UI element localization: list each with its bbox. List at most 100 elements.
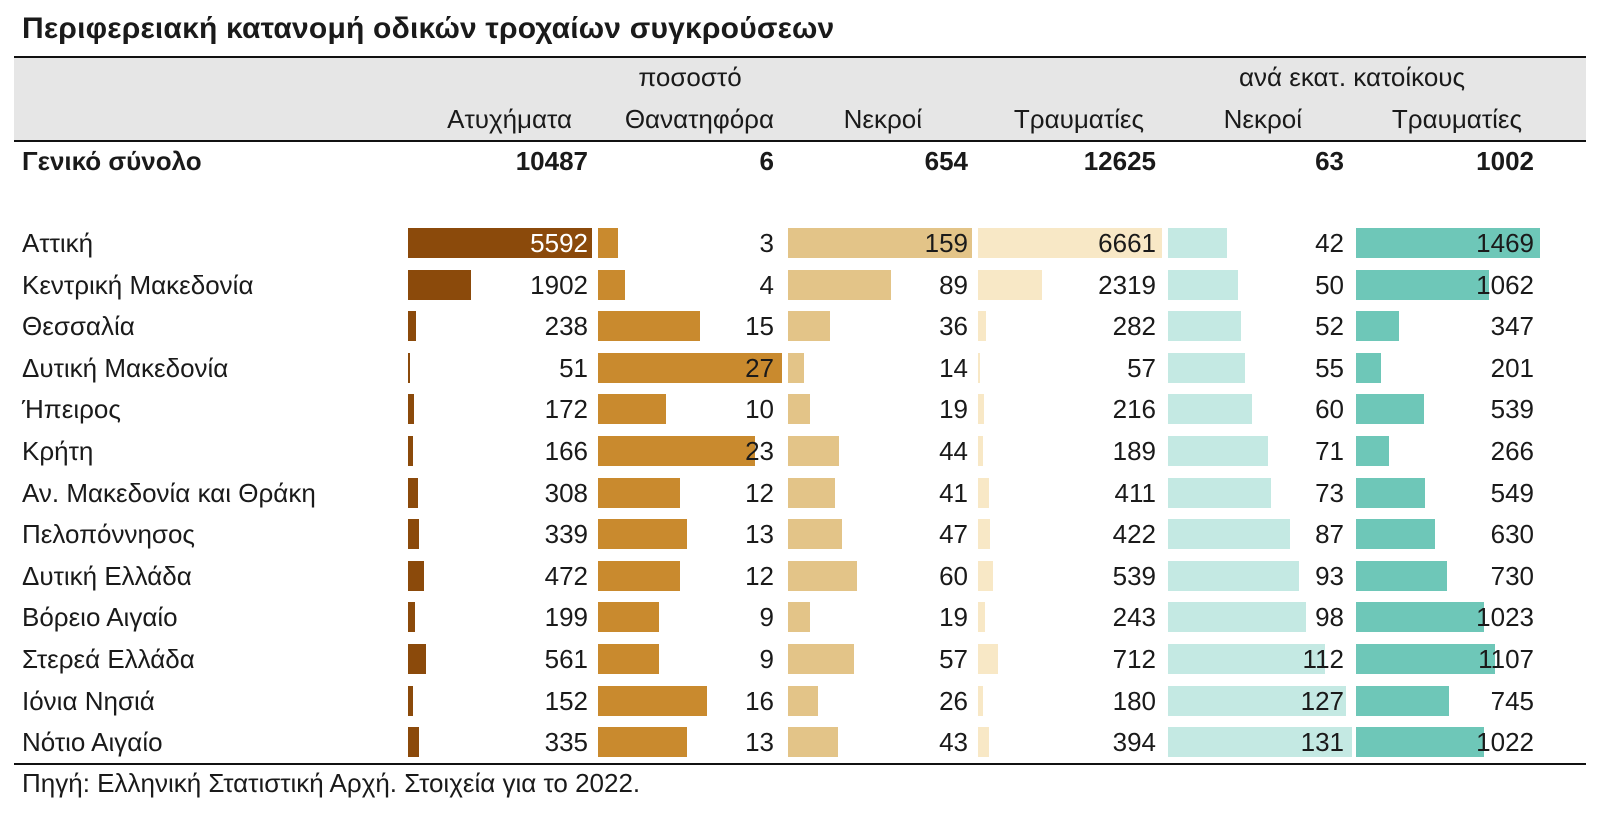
value-label-fatal-pct: 23 bbox=[745, 436, 774, 466]
value-label-deaths: 89 bbox=[939, 269, 968, 300]
value-label-deaths-pm: 60 bbox=[1315, 394, 1344, 425]
value-label-deaths: 26 bbox=[939, 685, 968, 716]
bar-deaths-pm bbox=[1168, 269, 1239, 300]
bar-injured-pm bbox=[1356, 519, 1435, 550]
value-label-injured-pm: 1469 bbox=[1476, 228, 1534, 258]
source-note: Πηγή: Ελληνική Στατιστική Αρχή. Στοιχεία… bbox=[22, 768, 641, 798]
value-label-deaths: 159 bbox=[924, 228, 968, 258]
value-label-deaths-pm: 87 bbox=[1315, 519, 1344, 550]
bar-deaths-pm bbox=[1168, 436, 1268, 466]
bar-injured-pm bbox=[1356, 477, 1425, 508]
bar-deaths bbox=[788, 269, 891, 300]
bar-accidents bbox=[408, 519, 420, 550]
value-label-injured-pm: 1062 bbox=[1476, 269, 1534, 300]
bar-fatal-pct bbox=[598, 269, 626, 300]
total-label: Γενικό σύνολο bbox=[22, 146, 202, 176]
bar-fatal-pct bbox=[598, 436, 755, 466]
value-label-deaths-pm: 71 bbox=[1315, 436, 1344, 466]
value-label-injured: 539 bbox=[1112, 560, 1156, 591]
column-header-injured: Τραυματίες bbox=[1013, 104, 1144, 134]
bar-injured-pm bbox=[1356, 560, 1448, 591]
value-label-injured-pm: 266 bbox=[1490, 436, 1534, 466]
bar-deaths-pm bbox=[1168, 311, 1242, 342]
value-label-accidents: 51 bbox=[559, 352, 588, 383]
bar-injured-pm bbox=[1356, 727, 1484, 758]
bar-injured bbox=[978, 228, 1162, 258]
value-label-injured-pm: 539 bbox=[1490, 394, 1534, 425]
bar-fatal-pct bbox=[598, 311, 701, 342]
value-label-injured: 57 bbox=[1127, 352, 1156, 383]
value-label-deaths: 60 bbox=[939, 560, 968, 591]
bar-deaths bbox=[788, 477, 836, 508]
value-label-fatal-pct: 13 bbox=[745, 519, 774, 550]
bar-fatal-pct bbox=[598, 602, 660, 633]
value-label-fatal-pct: 9 bbox=[759, 602, 774, 633]
value-label-injured: 243 bbox=[1112, 602, 1156, 633]
bar-accidents bbox=[408, 685, 413, 716]
value-label-fatal-pct: 3 bbox=[759, 228, 774, 258]
bar-deaths-pm bbox=[1168, 519, 1291, 550]
bar-deaths-pm bbox=[1168, 644, 1326, 674]
bar-accidents bbox=[408, 560, 424, 591]
value-label-deaths: 19 bbox=[939, 394, 968, 425]
chart-title: Περιφερειακή κατανομή οδικών τροχαίων συ… bbox=[22, 12, 835, 45]
value-label-deaths: 47 bbox=[939, 519, 968, 550]
bar-fatal-pct bbox=[598, 644, 660, 674]
region-label: Δυτική Ελλάδα bbox=[22, 560, 192, 591]
value-label-injured: 712 bbox=[1112, 644, 1156, 674]
bar-injured bbox=[978, 685, 983, 716]
bar-deaths bbox=[788, 394, 810, 425]
value-label-accidents: 5592 bbox=[530, 228, 588, 258]
bottom-rule bbox=[14, 763, 1586, 765]
header-band bbox=[14, 56, 1586, 142]
bar-fatal-pct bbox=[598, 477, 680, 508]
bar-injured bbox=[978, 352, 980, 383]
value-label-fatal-pct: 15 bbox=[745, 311, 774, 342]
bar-accidents bbox=[408, 228, 592, 258]
bar-fatal-pct bbox=[598, 228, 619, 258]
value-label-injured-pm: 730 bbox=[1490, 560, 1534, 591]
value-label-accidents: 1902 bbox=[530, 269, 588, 300]
column-header-accidents: Ατυχήματα bbox=[447, 104, 572, 134]
value-label-accidents: 172 bbox=[544, 394, 588, 425]
bar-injured bbox=[978, 727, 989, 758]
region-label: Κεντρική Μακεδονία bbox=[22, 269, 254, 300]
bar-injured-pm bbox=[1356, 436, 1390, 466]
value-label-accidents: 561 bbox=[544, 644, 588, 674]
bar-deaths bbox=[788, 644, 854, 674]
value-label-injured: 180 bbox=[1112, 685, 1156, 716]
value-label-deaths-pm: 50 bbox=[1315, 269, 1344, 300]
value-label-fatal-pct: 12 bbox=[745, 477, 774, 508]
bar-accidents bbox=[408, 727, 420, 758]
bar-injured-pm bbox=[1356, 602, 1485, 633]
bar-accidents bbox=[408, 352, 410, 383]
value-label-deaths: 57 bbox=[939, 644, 968, 674]
bar-deaths bbox=[788, 352, 805, 383]
value-label-injured-pm: 630 bbox=[1490, 519, 1534, 550]
bar-injured bbox=[978, 269, 1043, 300]
column-header-deaths: Νεκροί bbox=[843, 104, 922, 134]
bar-fatal-pct bbox=[598, 727, 687, 758]
value-label-injured: 2319 bbox=[1098, 269, 1156, 300]
bar-accidents bbox=[408, 602, 415, 633]
value-label-injured-pm: 347 bbox=[1490, 311, 1534, 342]
value-label-deaths-pm: 52 bbox=[1315, 311, 1344, 342]
value-label-fatal-pct: 4 bbox=[759, 269, 774, 300]
bar-deaths-pm bbox=[1168, 560, 1299, 591]
value-label-deaths-pm: 131 bbox=[1300, 727, 1344, 758]
region-label: Βόρειο Αιγαίο bbox=[22, 602, 178, 633]
bar-deaths-pm bbox=[1168, 477, 1271, 508]
group-header-per-million: ανά εκατ. κατοίκους bbox=[1238, 62, 1466, 92]
bar-deaths bbox=[788, 685, 819, 716]
bar-deaths bbox=[788, 228, 972, 258]
value-label-injured: 411 bbox=[1114, 477, 1156, 508]
region-label: Κρήτη bbox=[22, 436, 94, 466]
bar-fatal-pct bbox=[598, 519, 687, 550]
value-label-injured: 422 bbox=[1112, 519, 1156, 550]
value-label-accidents: 152 bbox=[544, 685, 588, 716]
value-label-injured-pm: 201 bbox=[1490, 352, 1534, 383]
bar-injured bbox=[978, 602, 985, 633]
bar-injured-pm bbox=[1356, 311, 1400, 342]
region-label: Νότιο Αιγαίο bbox=[22, 727, 163, 758]
region-label: Δυτική Μακεδονία bbox=[22, 352, 229, 383]
